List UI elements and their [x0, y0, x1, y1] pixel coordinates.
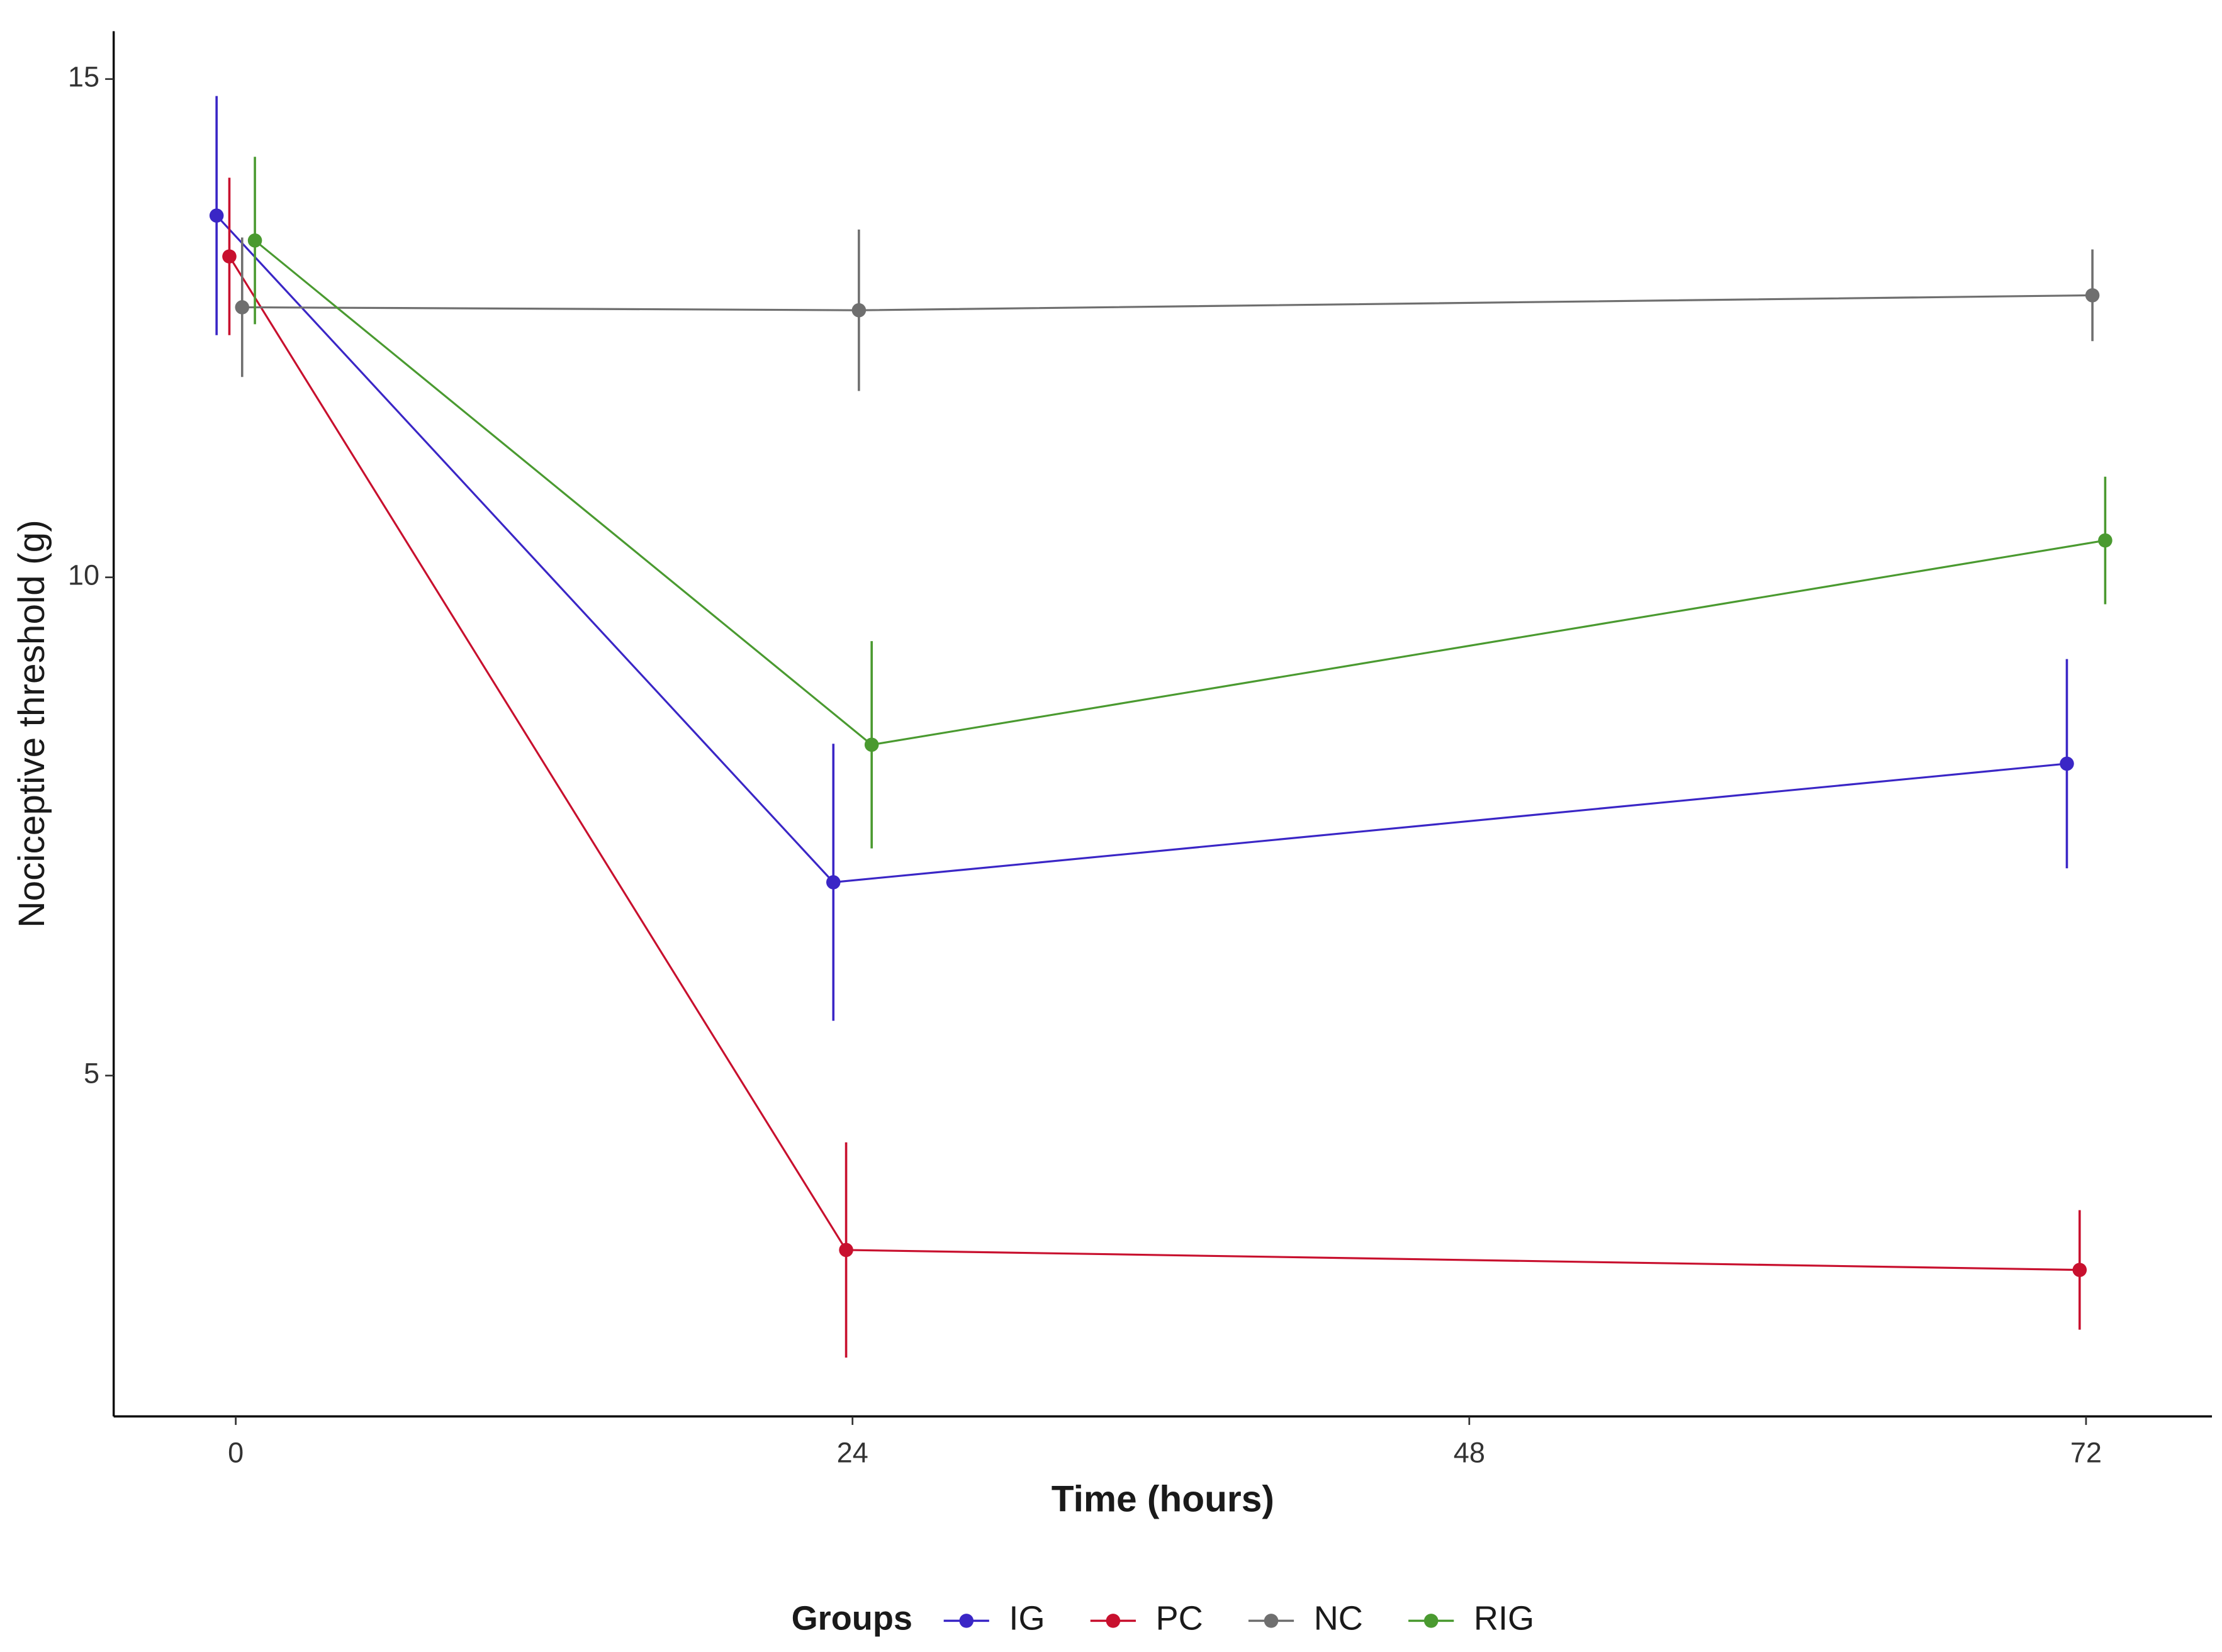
legend-label: PC	[1156, 1600, 1203, 1638]
y-axis-title: Nociceptive threshold (g)	[11, 520, 52, 928]
legend-label: RIG	[1474, 1600, 1534, 1638]
y-tick-label: 10	[68, 559, 99, 591]
x-axis-title: Time (hours)	[1052, 1478, 1274, 1519]
data-point	[2060, 756, 2074, 771]
x-tick-label: 72	[2070, 1436, 2102, 1468]
data-point	[864, 737, 879, 752]
data-point	[209, 208, 224, 223]
x-tick-label: 0	[228, 1436, 244, 1468]
legend-symbol-point	[1106, 1614, 1121, 1628]
data-point	[826, 875, 841, 890]
data-point	[839, 1242, 853, 1258]
legend-label: IG	[1009, 1600, 1045, 1638]
x-tick-label: 24	[837, 1436, 868, 1468]
series-line	[242, 294, 2093, 311]
legend: Groups IG PC NC RIG	[792, 1600, 1535, 1638]
legend-symbol-point	[1423, 1614, 1439, 1628]
data-point	[2072, 1263, 2087, 1277]
data-point	[247, 233, 262, 248]
series-line	[228, 255, 2080, 1271]
data-point	[2098, 533, 2113, 548]
series-line	[216, 215, 2067, 884]
legend-title: Groups	[792, 1600, 912, 1638]
x-tick-label: 48	[1454, 1436, 1485, 1468]
legend-label: NC	[1314, 1600, 1363, 1638]
data-point	[235, 300, 250, 315]
y-tick-label: 15	[68, 61, 99, 93]
data-point	[222, 249, 237, 264]
legend-symbol-point	[1264, 1614, 1279, 1628]
y-tick-label: 5	[84, 1058, 99, 1090]
data-point	[2085, 288, 2100, 303]
data-point	[851, 303, 867, 318]
series-line	[254, 240, 2106, 746]
legend-symbol-point	[959, 1614, 974, 1628]
